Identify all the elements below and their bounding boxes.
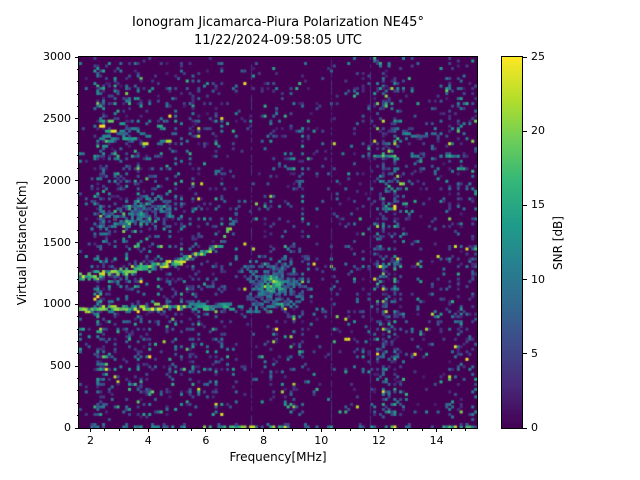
y-minor-tick <box>76 328 79 330</box>
x-minor-tick <box>335 428 337 431</box>
plot-area <box>78 56 478 429</box>
y-minor-tick <box>76 402 79 404</box>
y-minor-tick <box>76 204 79 206</box>
y-minor-tick <box>76 353 79 355</box>
x-minor-tick <box>118 428 120 431</box>
x-minor-tick <box>162 428 164 431</box>
x-tick <box>90 428 92 432</box>
y-minor-tick <box>76 266 79 268</box>
y-tick <box>75 365 79 367</box>
colorbar-tick <box>523 56 527 58</box>
chart-title: Ionogram Jicamarca-Piura Polarization NE… <box>132 15 424 30</box>
y-tick <box>75 180 79 182</box>
chart-subtitle: 11/22/2024-09:58:05 UTC <box>194 33 362 48</box>
y-tick-label: 2500 <box>43 111 71 125</box>
x-minor-tick <box>364 428 366 431</box>
y-minor-tick <box>76 81 79 83</box>
x-minor-tick <box>190 428 192 431</box>
y-tick-label: 1000 <box>43 297 71 311</box>
y-tick <box>75 303 79 305</box>
x-tick-label: 2 <box>87 434 95 447</box>
x-tick <box>436 428 438 432</box>
x-minor-tick <box>291 428 293 431</box>
y-minor-tick <box>76 340 79 342</box>
y-tick-label: 0 <box>64 421 71 434</box>
y-tick-label: 3000 <box>43 50 71 63</box>
x-minor-tick <box>306 428 308 431</box>
y-tick <box>75 242 79 243</box>
y-minor-tick <box>76 68 79 70</box>
colorbar-tick-label: 5 <box>531 346 538 360</box>
colorbar-tick-label: 25 <box>531 50 545 63</box>
colorbar-tick-label: 20 <box>531 124 545 138</box>
x-minor-tick <box>450 428 452 431</box>
x-tick-label: 4 <box>144 434 152 447</box>
x-tick-label: 10 <box>314 434 329 447</box>
y-minor-tick <box>76 229 79 231</box>
x-tick <box>263 428 265 432</box>
y-tick <box>75 427 79 429</box>
y-tick <box>75 56 79 58</box>
x-minor-tick <box>176 428 178 431</box>
y-minor-tick <box>76 217 79 219</box>
y-minor-tick <box>76 279 79 281</box>
x-minor-tick <box>421 428 423 431</box>
y-minor-tick <box>76 378 79 380</box>
colorbar-tick <box>523 204 527 206</box>
colorbar-tick <box>523 130 527 132</box>
colorbar <box>501 56 523 429</box>
x-tick-label: 6 <box>202 434 210 447</box>
colorbar-tick-label: 15 <box>531 198 545 212</box>
x-minor-tick <box>219 428 221 431</box>
y-minor-tick <box>76 192 79 194</box>
x-minor-tick <box>349 428 351 431</box>
colorbar-label: SNR [dB] <box>551 216 565 270</box>
y-tick-label: 2000 <box>43 173 71 187</box>
colorbar-tick <box>523 427 527 429</box>
colorbar-tick-label: 0 <box>531 421 538 434</box>
x-tick-label: 14 <box>429 434 444 447</box>
y-minor-tick <box>76 143 79 145</box>
y-tick <box>75 118 79 120</box>
colorbar-tick <box>523 353 527 355</box>
y-axis-label: Virtual Distance[Km] <box>15 180 29 306</box>
y-minor-tick <box>76 254 79 256</box>
x-tick <box>378 428 380 432</box>
x-minor-tick <box>277 428 279 431</box>
colorbar-tick-label: 10 <box>531 272 545 286</box>
x-minor-tick <box>248 428 250 431</box>
x-minor-tick <box>392 428 394 431</box>
x-tick <box>205 428 207 432</box>
y-minor-tick <box>76 93 79 95</box>
x-minor-tick <box>407 428 409 431</box>
y-minor-tick <box>76 291 79 293</box>
heatmap-canvas <box>79 57 477 428</box>
y-minor-tick <box>76 316 79 318</box>
x-minor-tick <box>234 428 236 431</box>
colorbar-tick <box>523 279 527 281</box>
y-minor-tick <box>76 390 79 392</box>
y-tick-label: 500 <box>50 359 71 373</box>
x-tick <box>320 428 322 432</box>
x-minor-tick <box>133 428 135 431</box>
y-minor-tick <box>76 105 79 107</box>
x-axis-label: Frequency[MHz] <box>229 450 327 464</box>
x-tick-label: 8 <box>260 434 268 447</box>
x-minor-tick <box>104 428 106 431</box>
colorbar-gradient <box>502 57 522 428</box>
y-minor-tick <box>76 155 79 157</box>
x-minor-tick <box>464 428 466 431</box>
x-tick-label: 12 <box>371 434 386 447</box>
y-minor-tick <box>76 167 79 169</box>
y-minor-tick <box>76 130 79 132</box>
x-tick <box>147 428 149 432</box>
y-tick-label: 1500 <box>43 235 71 249</box>
y-minor-tick <box>76 415 79 417</box>
